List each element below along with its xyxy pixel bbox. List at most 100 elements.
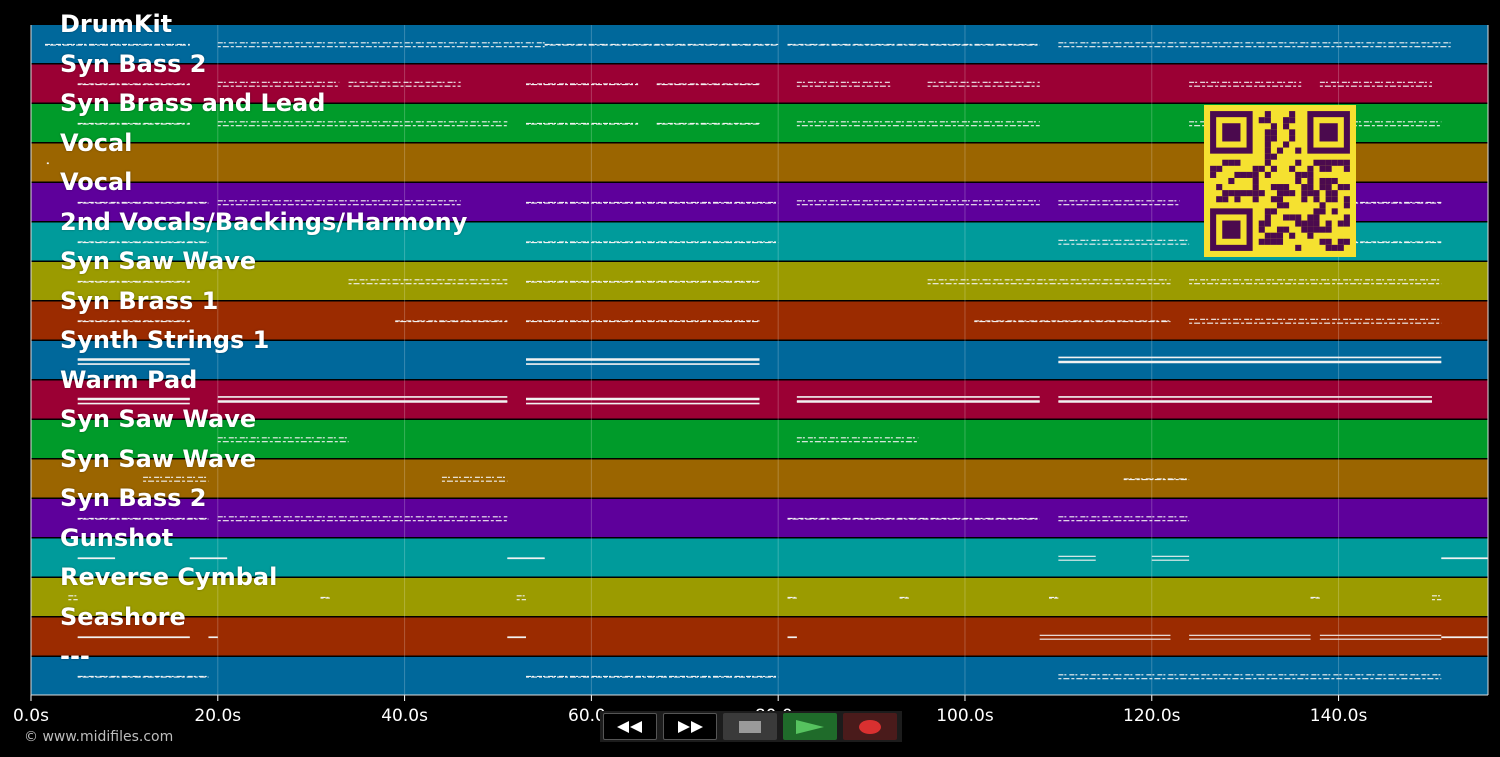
- note-segment: [787, 596, 797, 599]
- axis-tick-label: 20.0s: [194, 706, 242, 726]
- note-segment: [77, 320, 190, 323]
- note-segment: [1319, 81, 1432, 87]
- note-segment: [217, 516, 508, 522]
- note-segment: [77, 241, 209, 244]
- note-segment: [1058, 555, 1096, 561]
- track-name: Syn Brass and Lead: [60, 89, 326, 117]
- track-lane[interactable]: [31, 578, 1488, 616]
- note-segment: [927, 81, 1040, 87]
- note-segment: [507, 557, 545, 560]
- note-segment: [1058, 200, 1180, 206]
- note-segment: [395, 320, 508, 323]
- note-segment: [77, 675, 209, 678]
- note-segment: [526, 320, 760, 323]
- note-segment: [796, 200, 1040, 206]
- note-segment: [1058, 239, 1190, 245]
- qr-code-icon: [1204, 105, 1356, 257]
- rewind-icon: [617, 720, 642, 733]
- note-segment: [320, 596, 330, 599]
- note-segment: [544, 43, 779, 46]
- note-segment: [1058, 42, 1451, 48]
- note-segment: [348, 81, 461, 87]
- stop-icon: [739, 720, 761, 733]
- time-axis: [30, 25, 1489, 701]
- note-segment: [1189, 81, 1302, 87]
- track-lane[interactable]: [31, 459, 1488, 498]
- copyright-text: © www.midifiles.com: [24, 729, 174, 745]
- track-name: 2nd Vocals/Backings/Harmony: [60, 207, 468, 236]
- track-name: DrumKit: [60, 10, 173, 38]
- note-segment: [656, 122, 760, 125]
- note-segment: [77, 517, 209, 520]
- note-segment: [796, 81, 891, 87]
- note-segment: [77, 636, 190, 639]
- track-lane[interactable]: [31, 499, 1488, 537]
- track-name: Syn Saw Wave: [60, 405, 257, 433]
- note-segment: [526, 201, 779, 204]
- track-lane[interactable]: [31, 25, 1488, 63]
- note-segment: [1441, 636, 1488, 639]
- track-name: Gunshot: [60, 523, 174, 552]
- play-icon: [796, 719, 824, 734]
- note-segment: [927, 279, 1171, 285]
- note-segment: [1058, 516, 1190, 522]
- note-segment: [189, 557, 228, 560]
- note-segment: [217, 437, 349, 443]
- note-segment: [77, 83, 190, 86]
- note-segment: [526, 397, 760, 405]
- track-name: Syn Bass 2: [60, 49, 207, 78]
- fast-forward-button[interactable]: [663, 713, 717, 740]
- track-lane[interactable]: [31, 420, 1488, 458]
- record-icon: [859, 719, 881, 734]
- note-segment: [1058, 356, 1442, 364]
- track-name: ---: [60, 642, 90, 670]
- note-segment: [217, 42, 545, 48]
- note-segment: [526, 675, 779, 678]
- track-name: Synth Strings 1: [60, 326, 270, 354]
- track-name: Vocal: [60, 128, 133, 157]
- note-layer: [45, 42, 1488, 680]
- axis-tick-label: 40.0s: [381, 706, 428, 726]
- note-segment: [1441, 557, 1488, 560]
- note-segment: [796, 121, 1040, 127]
- play-button[interactable]: [783, 713, 837, 740]
- note-segment: [526, 358, 760, 365]
- note-segment: [77, 280, 190, 283]
- record-button[interactable]: [843, 713, 897, 740]
- note-segment: [507, 636, 527, 639]
- note-segment: [441, 476, 508, 482]
- track-lane[interactable]: [31, 617, 1488, 656]
- note-segment: [217, 200, 461, 206]
- note-segment: [46, 162, 49, 165]
- stop-button[interactable]: [723, 713, 777, 740]
- note-segment: [45, 43, 190, 46]
- axis-tick-label: 0.0s: [13, 706, 49, 726]
- note-segment: [217, 396, 508, 403]
- note-segment: [526, 241, 779, 244]
- fast-forward-icon: [678, 720, 703, 733]
- note-segment: [526, 83, 639, 86]
- note-segment: [974, 320, 1171, 323]
- note-segment: [143, 476, 209, 482]
- note-segment: [1151, 555, 1190, 561]
- rewind-button[interactable]: [603, 713, 657, 740]
- note-segment: [1058, 674, 1442, 680]
- track-lane[interactable]: [31, 538, 1488, 577]
- note-segment: [796, 437, 919, 443]
- track-name: Syn Bass 2: [60, 484, 207, 512]
- note-segment: [77, 557, 116, 560]
- axis-tick-label: 120.0s: [1123, 706, 1181, 726]
- note-segment: [77, 397, 190, 405]
- note-segment: [1189, 318, 1442, 324]
- note-segment: [1189, 634, 1311, 640]
- note-segment: [1058, 396, 1432, 403]
- track-name: Syn Brass 1: [60, 286, 219, 315]
- note-segment: [208, 636, 218, 639]
- note-segment: [796, 396, 1040, 403]
- note-segment: [656, 83, 760, 86]
- track-name: Syn Saw Wave: [60, 247, 257, 275]
- axis-tick-label: 100.0s: [936, 706, 994, 726]
- axis-tick-label: 140.0s: [1309, 706, 1368, 726]
- note-segment: [1319, 634, 1442, 640]
- note-segment: [77, 201, 209, 204]
